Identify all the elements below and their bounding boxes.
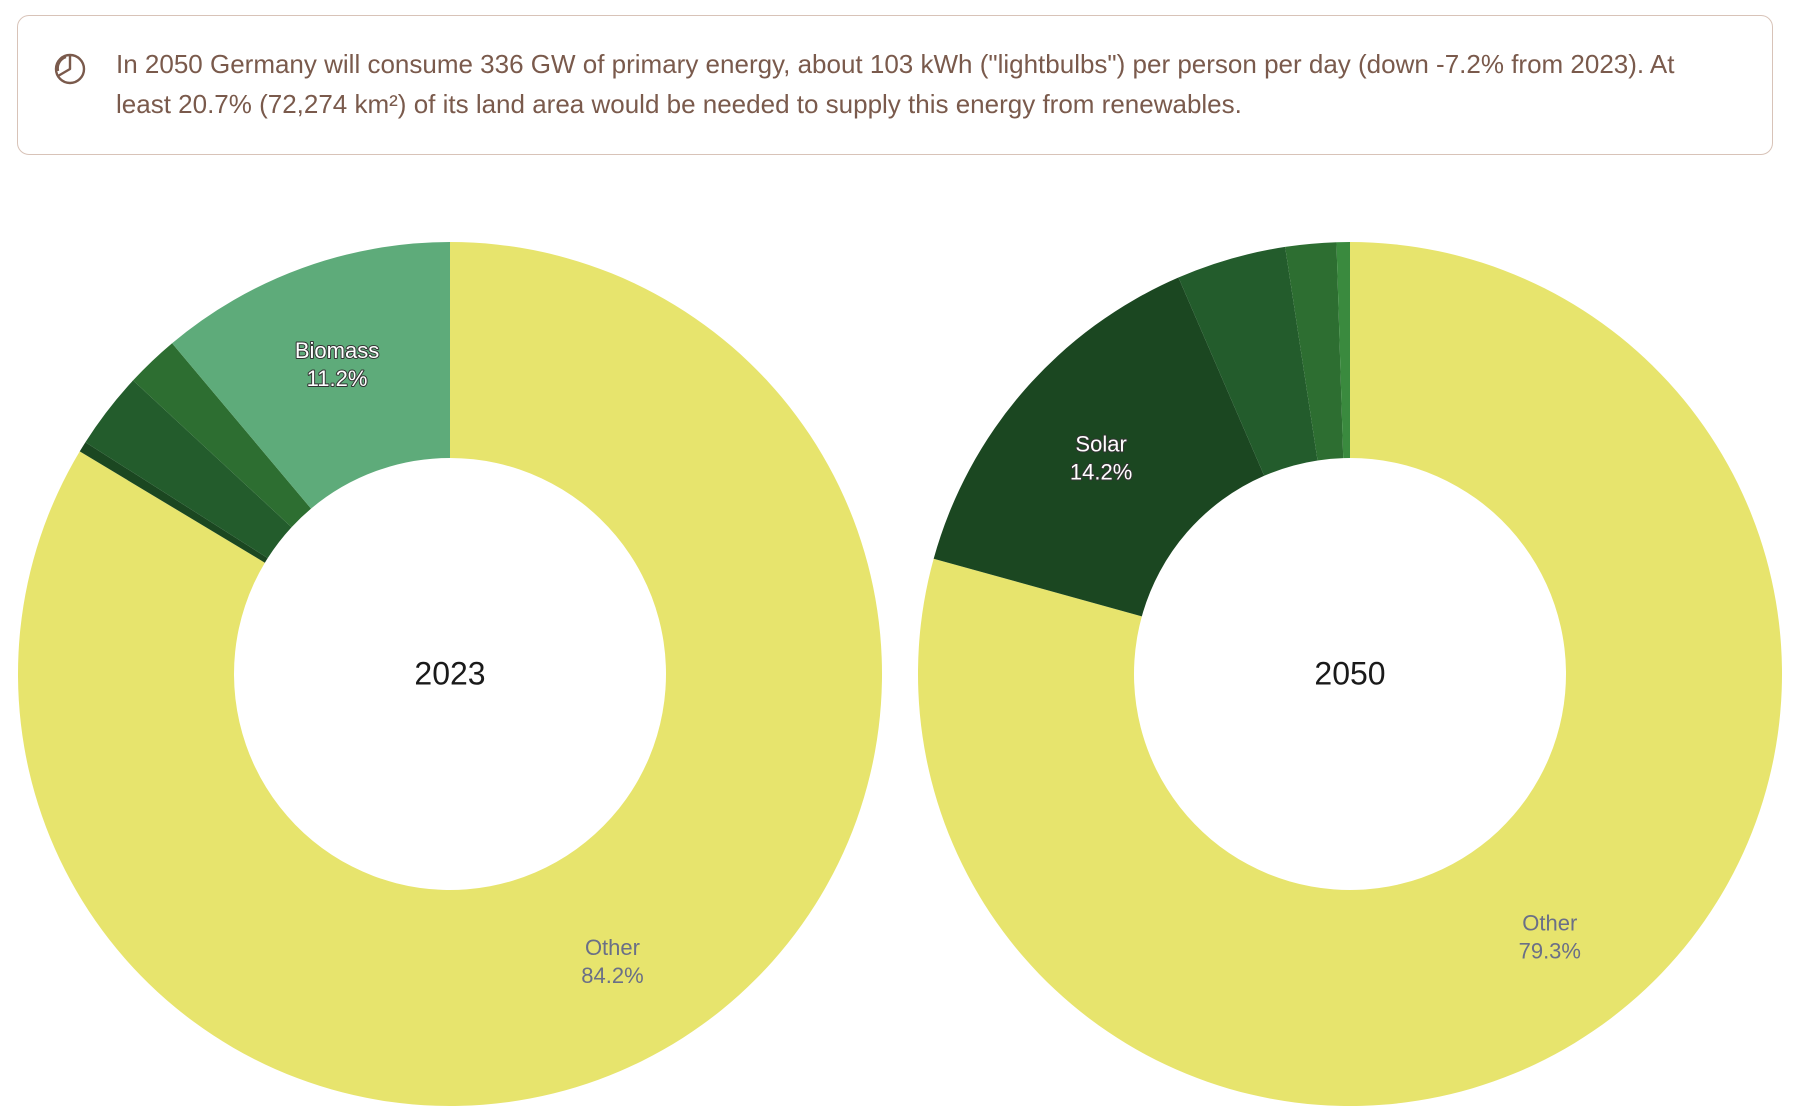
slice-other[interactable] xyxy=(918,242,1782,1107)
center-label: 2050 xyxy=(1314,655,1385,691)
slice-segment-b[interactable] xyxy=(1178,246,1318,476)
center-label: 2023 xyxy=(414,655,485,691)
slice-pct-biomass: 11.2% xyxy=(307,366,368,391)
slice-label-other: Other xyxy=(1522,911,1577,936)
summary-box: In 2050 Germany will consume 336 GW of p… xyxy=(17,15,1773,155)
slice-label-biomass: Biomass xyxy=(295,338,379,363)
slice-segment-a[interactable] xyxy=(79,442,268,563)
donut-chart-2023: Other 84.2% Biomass 11.2% 2023 xyxy=(18,242,882,1106)
donut-charts: Other 84.2% Biomass 11.2% 2023 Other 79.3% Sola… xyxy=(0,200,1794,1120)
slice-segment-b[interactable] xyxy=(85,380,292,559)
slice-other[interactable] xyxy=(18,242,882,1106)
slice-segment-c[interactable] xyxy=(1285,242,1344,461)
slice-pct-other: 79.3% xyxy=(1519,939,1581,964)
charts-canvas: Other 84.2% Biomass 11.2% 2023 Other 79.3% Sola… xyxy=(18,242,1782,1107)
slice-biomass[interactable] xyxy=(172,242,450,509)
pie-chart-icon xyxy=(52,51,88,87)
slice-pct-solar: 14.2% xyxy=(1070,459,1132,484)
slice-solar[interactable] xyxy=(933,277,1265,617)
slice-segment-d[interactable] xyxy=(1336,242,1350,459)
slice-pct-other: 84.2% xyxy=(581,963,643,988)
summary-text: In 2050 Germany will consume 336 GW of p… xyxy=(116,49,1675,119)
donut-chart-2050: Other 79.3% Solar 14.2% 2050 xyxy=(918,242,1782,1107)
slice-segment-c[interactable] xyxy=(133,343,312,528)
slice-label-other: Other xyxy=(585,935,640,960)
slice-label-solar: Solar xyxy=(1075,431,1126,456)
